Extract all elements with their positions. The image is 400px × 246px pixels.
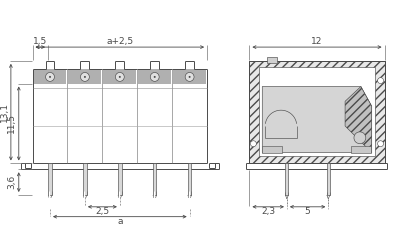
Bar [262,146,282,153]
Bar [259,67,375,155]
Text: 3,6: 3,6 [7,175,16,189]
Bar [286,163,288,195]
Bar [327,163,330,195]
Bar [351,146,371,153]
Circle shape [84,76,86,78]
Circle shape [150,73,159,81]
Text: 2,3: 2,3 [261,207,275,216]
Circle shape [354,132,366,144]
Circle shape [119,76,121,78]
Bar [138,69,171,84]
Text: a: a [117,217,122,226]
Circle shape [46,73,54,81]
Bar [118,163,122,195]
Bar [68,69,101,84]
Bar [173,69,206,84]
Text: 1,5: 1,5 [33,37,48,46]
Text: a+2,5: a+2,5 [106,37,133,46]
Bar [153,163,156,195]
Polygon shape [345,87,372,153]
Bar [34,69,66,84]
Circle shape [250,141,256,147]
Bar [267,57,277,63]
Text: 5: 5 [305,207,310,216]
Circle shape [185,73,194,81]
Text: 11,5: 11,5 [7,113,16,134]
Text: 2,5: 2,5 [95,207,110,216]
Bar [188,163,191,195]
Circle shape [80,73,89,81]
Text: 13,1: 13,1 [0,102,8,122]
Circle shape [378,78,384,84]
Bar [103,69,136,84]
Circle shape [154,76,156,78]
Circle shape [49,76,51,78]
Circle shape [378,141,384,147]
Text: 12: 12 [311,37,323,46]
Bar [48,163,52,195]
Bar [250,61,384,163]
Bar [83,163,87,195]
Circle shape [189,76,191,78]
Circle shape [115,73,124,81]
Polygon shape [262,87,372,153]
